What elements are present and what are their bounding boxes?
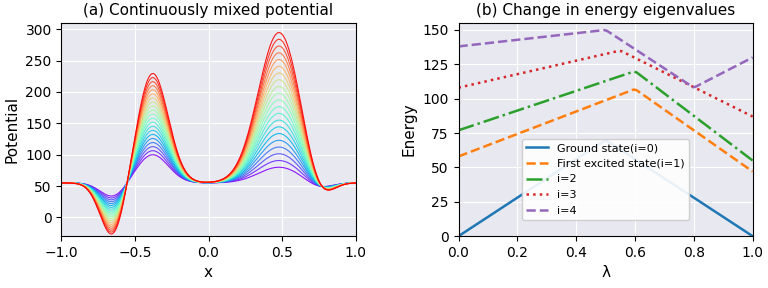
i=3 [632, 57, 641, 60]
Legend: Ground state(i=0), First excited state(i=1), i=2, i=3, i=4: Ground state(i=0), First excited state(i… [521, 139, 690, 220]
Ground state(i=0) [727, 221, 737, 224]
i=2 [511, 110, 520, 113]
Line: First excited state(i=1): First excited state(i=1) [458, 90, 753, 172]
First excited state(i=1) [511, 133, 520, 137]
First excited state(i=1) [454, 155, 463, 158]
X-axis label: x: x [204, 266, 213, 281]
First excited state(i=1) [629, 88, 638, 91]
i=3 [522, 70, 531, 74]
i=2 [522, 106, 531, 109]
i=4 [600, 28, 609, 32]
Ground state(i=0) [522, 190, 531, 193]
X-axis label: λ: λ [601, 266, 610, 281]
i=4 [454, 45, 463, 48]
Line: i=3: i=3 [458, 51, 753, 117]
i=3 [614, 49, 624, 53]
Title: (a) Continuously mixed potential: (a) Continuously mixed potential [84, 3, 333, 18]
First excited state(i=1) [727, 155, 737, 159]
i=2 [737, 150, 746, 153]
Line: Ground state(i=0): Ground state(i=0) [458, 141, 753, 236]
i=4 [689, 86, 698, 89]
Ground state(i=0) [608, 143, 617, 147]
Line: i=4: i=4 [458, 30, 753, 87]
Ground state(i=0) [748, 234, 757, 238]
Ground state(i=0) [454, 234, 463, 238]
i=2 [629, 70, 638, 73]
Title: (b) Change in energy eigenvalues: (b) Change in energy eigenvalues [476, 3, 735, 18]
i=4 [748, 56, 757, 59]
Ground state(i=0) [632, 159, 641, 162]
Y-axis label: Potential: Potential [5, 96, 20, 163]
i=4 [522, 37, 531, 41]
Ground state(i=0) [737, 227, 746, 230]
i=4 [739, 60, 748, 64]
i=3 [454, 86, 463, 89]
First excited state(i=1) [748, 170, 757, 173]
i=4 [511, 38, 520, 42]
Ground state(i=0) [511, 198, 520, 201]
First excited state(i=1) [522, 129, 531, 132]
i=3 [605, 51, 614, 55]
i=3 [727, 105, 737, 108]
Line: i=2: i=2 [458, 71, 753, 160]
i=2 [454, 128, 463, 132]
Ground state(i=0) [600, 139, 609, 143]
Y-axis label: Energy: Energy [402, 103, 417, 156]
First excited state(i=1) [605, 97, 614, 100]
i=4 [632, 49, 641, 52]
i=2 [748, 159, 757, 162]
i=3 [737, 109, 746, 112]
First excited state(i=1) [632, 89, 641, 92]
i=3 [511, 73, 520, 76]
i=2 [727, 143, 737, 147]
First excited state(i=1) [737, 162, 746, 165]
i=4 [608, 33, 617, 37]
i=2 [605, 78, 614, 81]
i=4 [730, 65, 740, 68]
i=3 [748, 115, 757, 118]
i=2 [632, 71, 641, 74]
